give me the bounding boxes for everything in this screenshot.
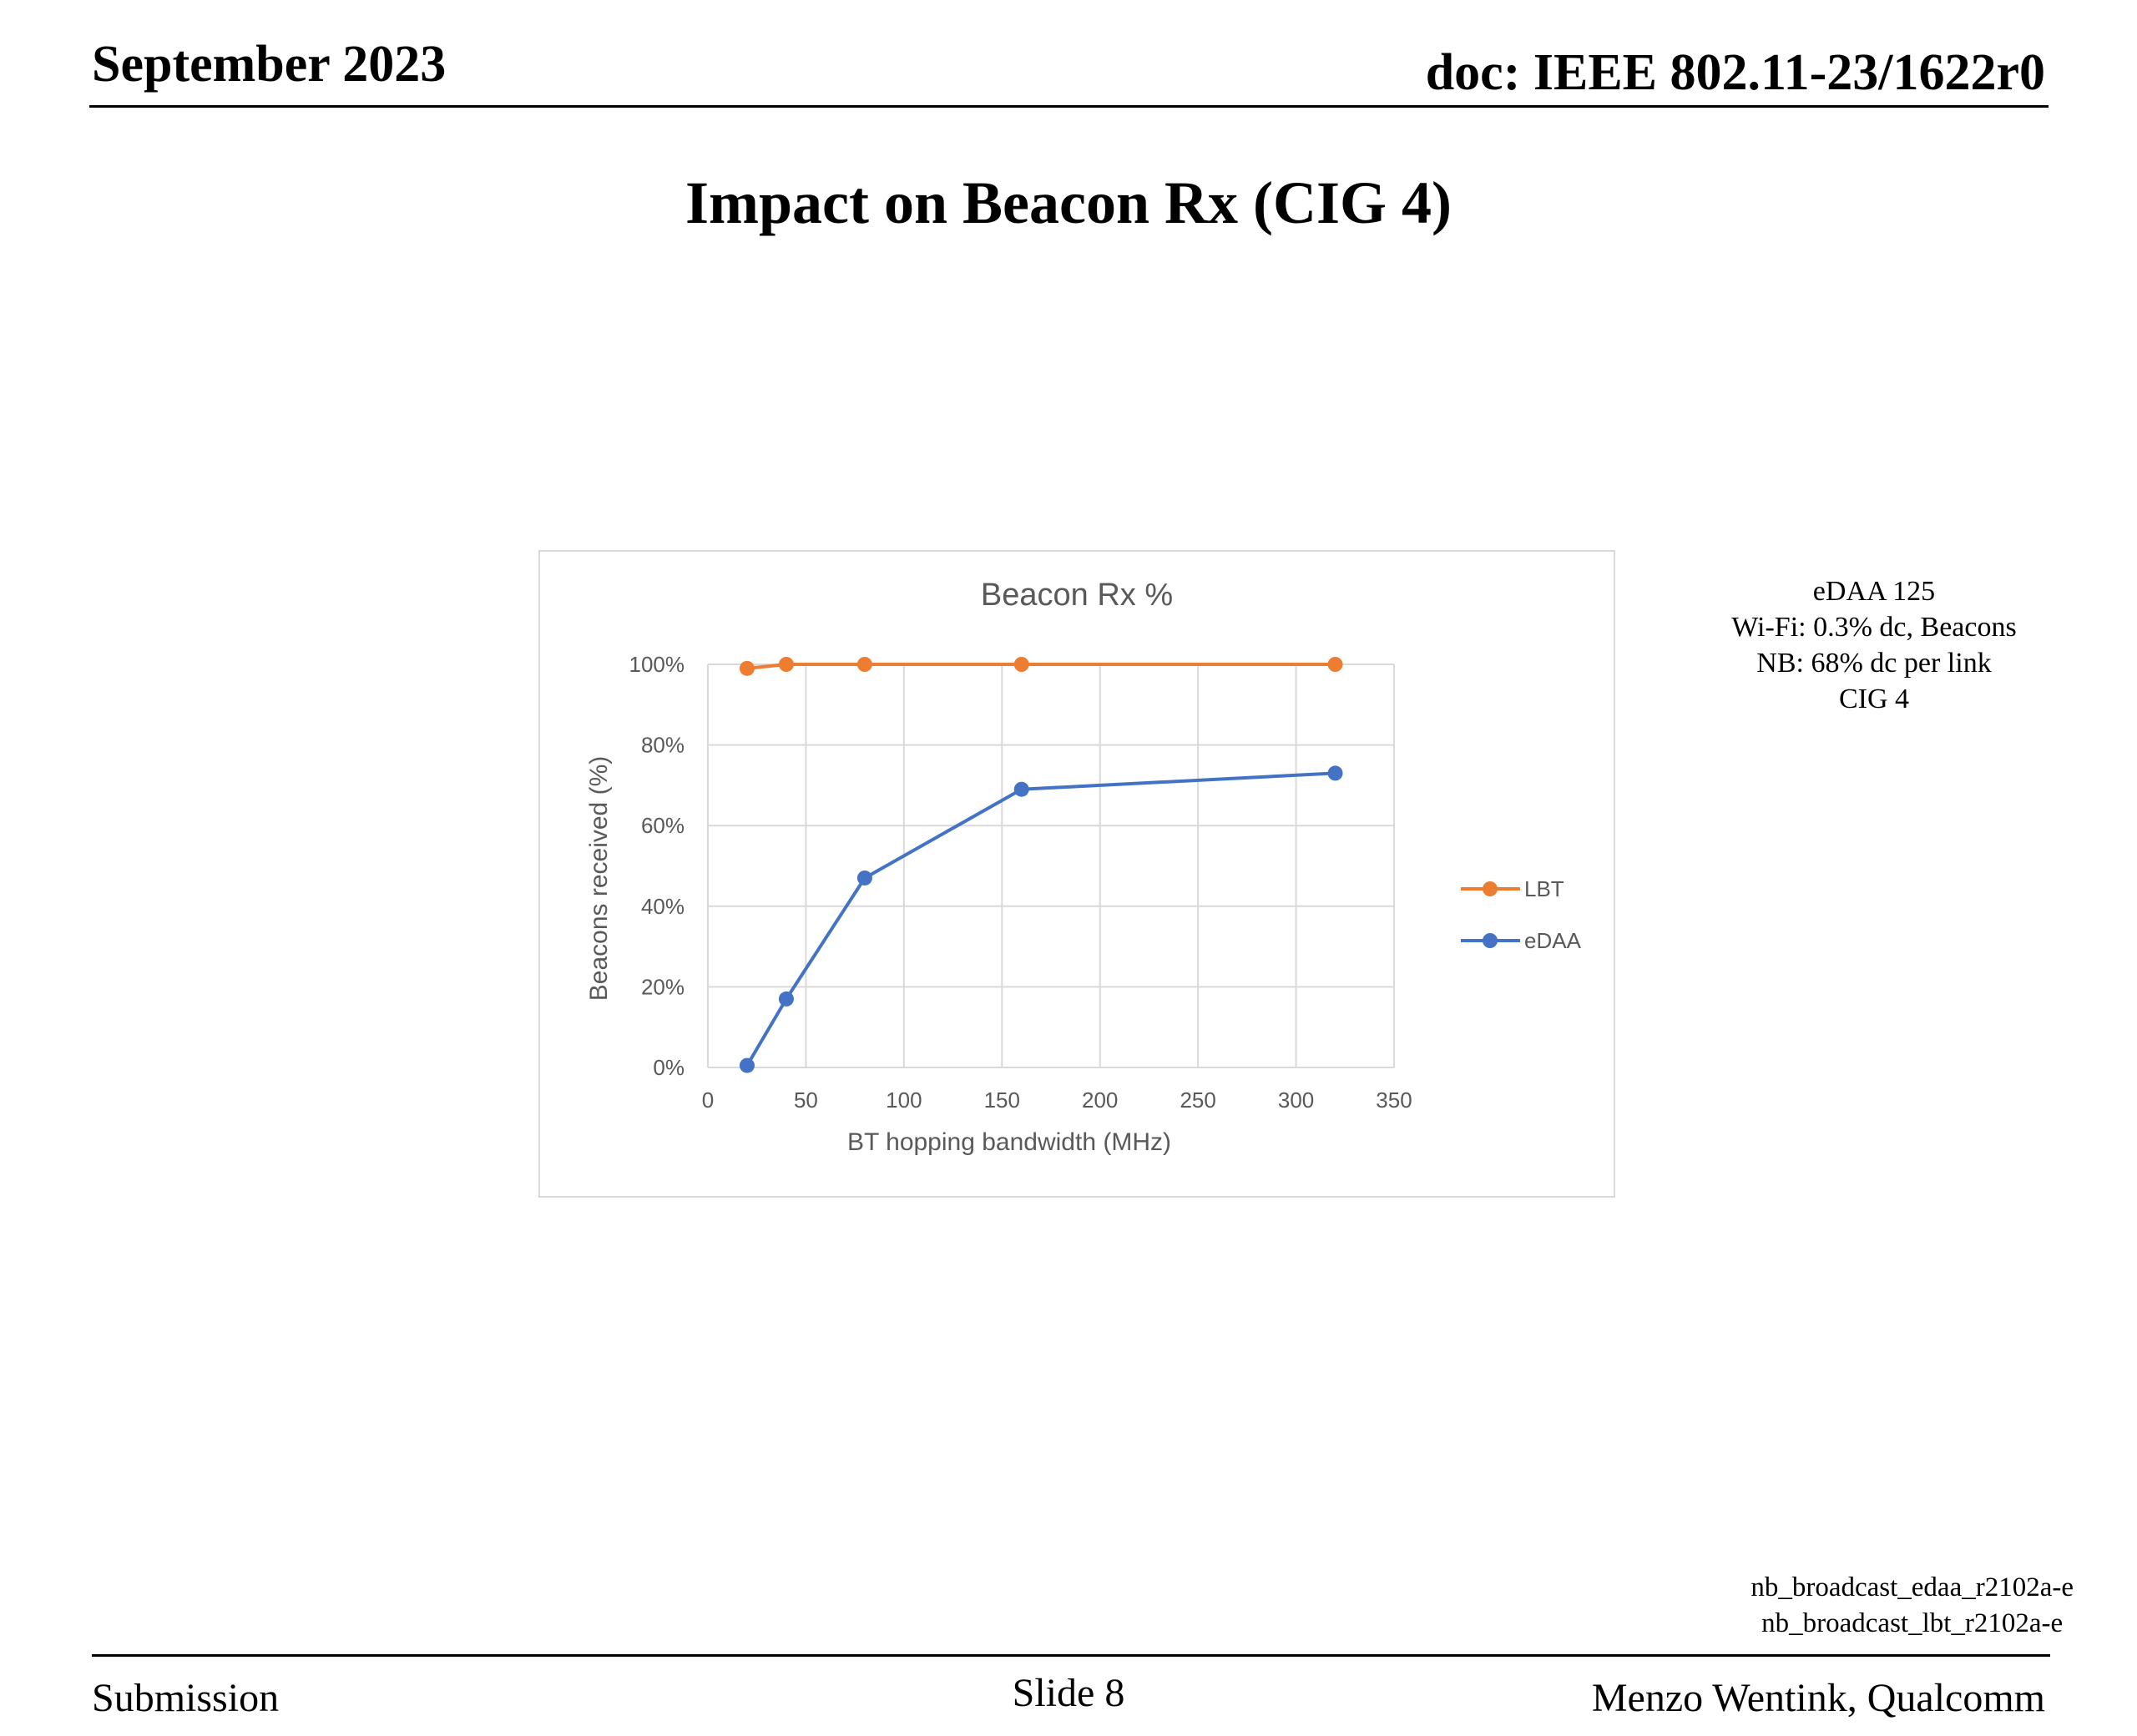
x-tick-label: 250	[1180, 1088, 1215, 1113]
chart: 0 50 100 150 200 250 300 350 0% 20% 40% 60% 80% 100% B…	[585, 578, 1582, 1156]
x-tick-label: 300	[1278, 1088, 1314, 1113]
data-point-edaa	[1013, 781, 1029, 797]
footer-rule	[92, 1654, 2050, 1657]
footer-submission: Submission	[92, 1676, 280, 1720]
source-files: nb_broadcast_edaa_r2102a-e nb_broadcast_…	[1751, 1570, 2074, 1642]
side-note-line: eDAA 125	[1812, 576, 1936, 607]
header-date: September 2023	[92, 36, 447, 93]
slide-title: Impact on Beacon Rx (CIG 4)	[685, 169, 1452, 236]
side-note-line: NB: 68% dc per link	[1756, 648, 1992, 679]
side-note-line: Wi-Fi: 0.3% dc, Beacons	[1731, 612, 2017, 643]
side-note: eDAA 125 Wi-Fi: 0.3% dc, Beacons NB: 68%…	[1703, 573, 2045, 717]
x-tick-label: 0	[702, 1088, 714, 1113]
y-tick-label: 60%	[641, 813, 685, 838]
y-tick-label: 0%	[653, 1055, 685, 1080]
x-tick-label: 50	[794, 1088, 818, 1113]
data-point-edaa	[739, 1057, 755, 1073]
data-point-lbt	[739, 660, 755, 676]
source-file: nb_broadcast_edaa_r2102a-e	[1751, 1572, 2074, 1602]
legend-marker-edaa	[1483, 933, 1498, 948]
x-tick-label: 150	[984, 1088, 1020, 1113]
y-tick-label: 40%	[641, 894, 685, 919]
data-point-lbt	[1013, 657, 1029, 672]
y-tick-label: 100%	[629, 652, 685, 677]
data-point-lbt	[1327, 657, 1343, 672]
side-note-line: CIG 4	[1838, 684, 1910, 714]
legend-marker-lbt	[1483, 881, 1498, 896]
x-axis-label: BT hopping bandwidth (MHz)	[847, 1128, 1171, 1156]
data-point-edaa	[778, 991, 794, 1007]
y-tick-label: 80%	[641, 733, 685, 758]
x-tick-label: 350	[1376, 1088, 1412, 1113]
data-point-lbt	[778, 657, 794, 672]
data-point-edaa	[1327, 765, 1343, 781]
legend-label-edaa: eDAA	[1524, 928, 1582, 953]
legend-label-lbt: LBT	[1524, 876, 1564, 901]
footer-slide-number: Slide 8	[1012, 1671, 1125, 1715]
chart-frame	[538, 550, 1615, 1198]
series-line-lbt	[746, 663, 1336, 670]
header-doc-id: doc: IEEE 802.11-23/1622r0	[1425, 44, 2045, 101]
series-line-edaa	[745, 771, 1336, 1067]
data-point-lbt	[856, 657, 872, 672]
x-tick-label: 200	[1082, 1088, 1118, 1113]
chart-title: Beacon Rx %	[981, 578, 1173, 613]
footer-author: Menzo Wentink, Qualcomm	[1591, 1676, 2045, 1720]
source-file: nb_broadcast_lbt_r2102a-e	[1761, 1608, 2064, 1638]
x-tick-label: 100	[886, 1088, 922, 1113]
y-axis-label: Beacons received (%)	[585, 756, 613, 1001]
data-point-edaa	[856, 870, 872, 886]
header-rule	[89, 105, 2049, 108]
y-tick-label: 20%	[641, 974, 685, 999]
